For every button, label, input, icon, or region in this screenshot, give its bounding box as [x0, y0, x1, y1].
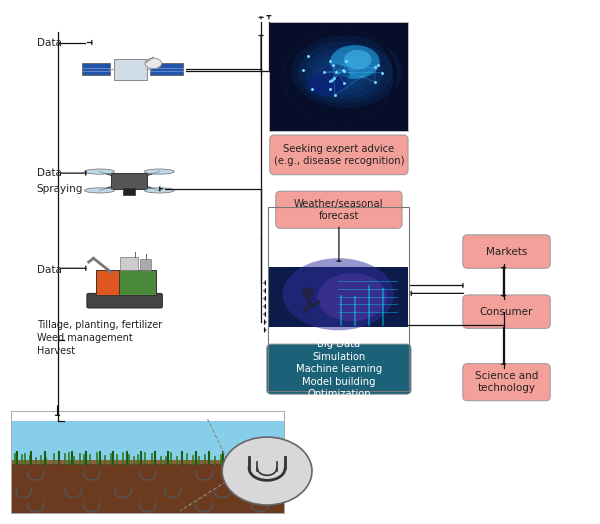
Bar — [11, 421, 284, 427]
FancyBboxPatch shape — [267, 344, 411, 394]
Ellipse shape — [85, 169, 115, 174]
Bar — [269, 267, 408, 328]
Bar — [112, 173, 148, 189]
Bar — [11, 458, 284, 464]
FancyBboxPatch shape — [463, 235, 550, 268]
Bar — [11, 421, 284, 464]
Ellipse shape — [318, 59, 365, 90]
Bar — [11, 447, 284, 453]
Text: Consumer: Consumer — [480, 307, 533, 316]
Text: Weed management: Weed management — [37, 333, 133, 343]
Ellipse shape — [145, 58, 162, 69]
Bar — [97, 270, 157, 295]
Text: Science and
technology: Science and technology — [475, 371, 538, 394]
Ellipse shape — [85, 188, 115, 193]
Ellipse shape — [305, 47, 384, 99]
Text: Spraying: Spraying — [37, 184, 83, 194]
Text: Markets: Markets — [486, 247, 527, 257]
Ellipse shape — [344, 50, 371, 69]
Text: Harvest: Harvest — [37, 346, 75, 356]
Bar — [11, 436, 284, 443]
Bar — [11, 460, 284, 464]
Text: Big Data
Simulation
Machine learning
Model building
Optimization: Big Data Simulation Machine learning Mod… — [296, 340, 382, 399]
Bar — [11, 462, 284, 513]
Ellipse shape — [291, 36, 402, 108]
Ellipse shape — [317, 273, 387, 321]
Ellipse shape — [145, 188, 174, 193]
Bar — [140, 259, 151, 270]
Bar — [97, 270, 119, 295]
FancyBboxPatch shape — [463, 295, 550, 329]
FancyBboxPatch shape — [463, 364, 550, 401]
Bar — [11, 426, 284, 432]
Bar — [11, 431, 284, 437]
Ellipse shape — [222, 437, 312, 505]
Text: Data: Data — [37, 168, 61, 178]
FancyBboxPatch shape — [270, 135, 408, 174]
Bar — [11, 453, 284, 458]
Ellipse shape — [330, 45, 380, 79]
Text: Tillage, planting, fertilizer: Tillage, planting, fertilizer — [37, 320, 162, 330]
Ellipse shape — [283, 258, 394, 330]
Ellipse shape — [325, 65, 356, 85]
FancyBboxPatch shape — [87, 293, 163, 308]
Ellipse shape — [322, 64, 349, 84]
Ellipse shape — [308, 72, 347, 96]
Ellipse shape — [332, 71, 347, 81]
Bar — [11, 411, 284, 513]
Bar — [268, 207, 409, 391]
Bar — [151, 63, 183, 75]
Text: Data: Data — [37, 265, 61, 275]
Bar — [124, 188, 136, 194]
Ellipse shape — [298, 41, 393, 103]
Bar — [115, 59, 148, 80]
Bar — [11, 442, 284, 448]
FancyBboxPatch shape — [276, 191, 402, 228]
Ellipse shape — [311, 53, 374, 94]
Bar — [82, 63, 110, 75]
Bar — [269, 21, 408, 132]
Bar — [121, 257, 139, 270]
Text: Weather/seasonal
forecast: Weather/seasonal forecast — [294, 199, 383, 221]
Ellipse shape — [145, 169, 174, 174]
Circle shape — [302, 288, 314, 298]
Text: Data: Data — [37, 38, 61, 48]
Text: Seeking expert advice
(e.g., disease recognition): Seeking expert advice (e.g., disease rec… — [274, 144, 404, 166]
